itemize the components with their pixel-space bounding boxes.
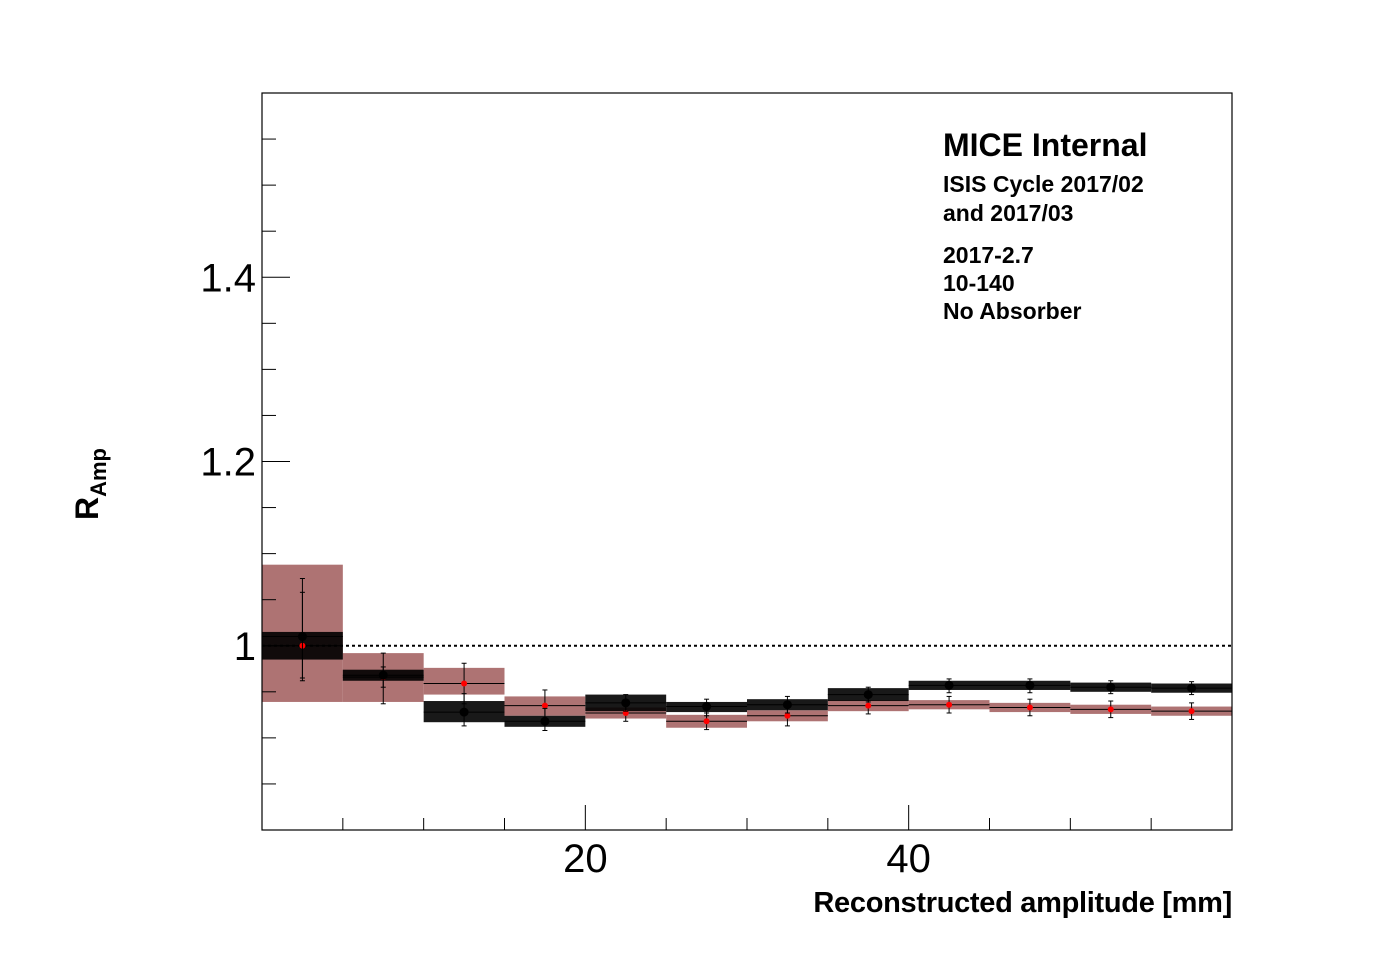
annotation-title: MICE Internal — [943, 127, 1147, 163]
data-point — [378, 670, 388, 680]
data-point — [540, 716, 550, 726]
y-axis-title: RAmp — [69, 448, 111, 520]
data-point — [944, 680, 954, 690]
data-point — [459, 707, 469, 717]
data-point — [1026, 704, 1033, 711]
data-point — [1107, 706, 1114, 713]
x-axis-title: Reconstructed amplitude [mm] — [813, 887, 1232, 919]
y-axis-title-sub: Amp — [86, 448, 111, 497]
data-point — [702, 702, 712, 712]
data-point — [297, 632, 307, 642]
data-point — [1106, 682, 1116, 692]
y-tick-label: 1 — [234, 625, 256, 669]
data-point — [621, 698, 631, 708]
data-points — [262, 577, 1232, 732]
annotation-line: No Absorber — [943, 298, 1081, 324]
data-point — [461, 680, 468, 687]
x-tick-label: 40 — [886, 837, 931, 881]
annotation-line: and 2017/03 — [943, 200, 1073, 226]
data-point — [541, 702, 548, 709]
x-tick-label: 20 — [563, 837, 608, 881]
annotation-line: 10-140 — [943, 270, 1015, 296]
data-point — [782, 700, 792, 710]
data-point — [703, 718, 710, 725]
data-point — [1025, 680, 1035, 690]
annotation-line: ISIS Cycle 2017/02 — [943, 171, 1144, 197]
data-point — [863, 690, 873, 700]
x-axis-ticks: 20 40 — [342, 805, 1152, 881]
y-tick-label: 1.4 — [200, 256, 256, 300]
annotation-line: 2017-2.7 — [943, 242, 1034, 268]
y-axis-ticks: 1 1.2 1.4 — [200, 138, 290, 785]
data-point — [784, 712, 791, 719]
data-point — [865, 702, 872, 709]
data-point — [1187, 683, 1197, 693]
y-tick-label: 1.2 — [200, 441, 256, 485]
data-point — [1188, 708, 1195, 715]
data-point — [946, 701, 953, 708]
y-axis-title-main: R — [69, 497, 105, 520]
svg-text:RAmp: RAmp — [69, 448, 111, 520]
